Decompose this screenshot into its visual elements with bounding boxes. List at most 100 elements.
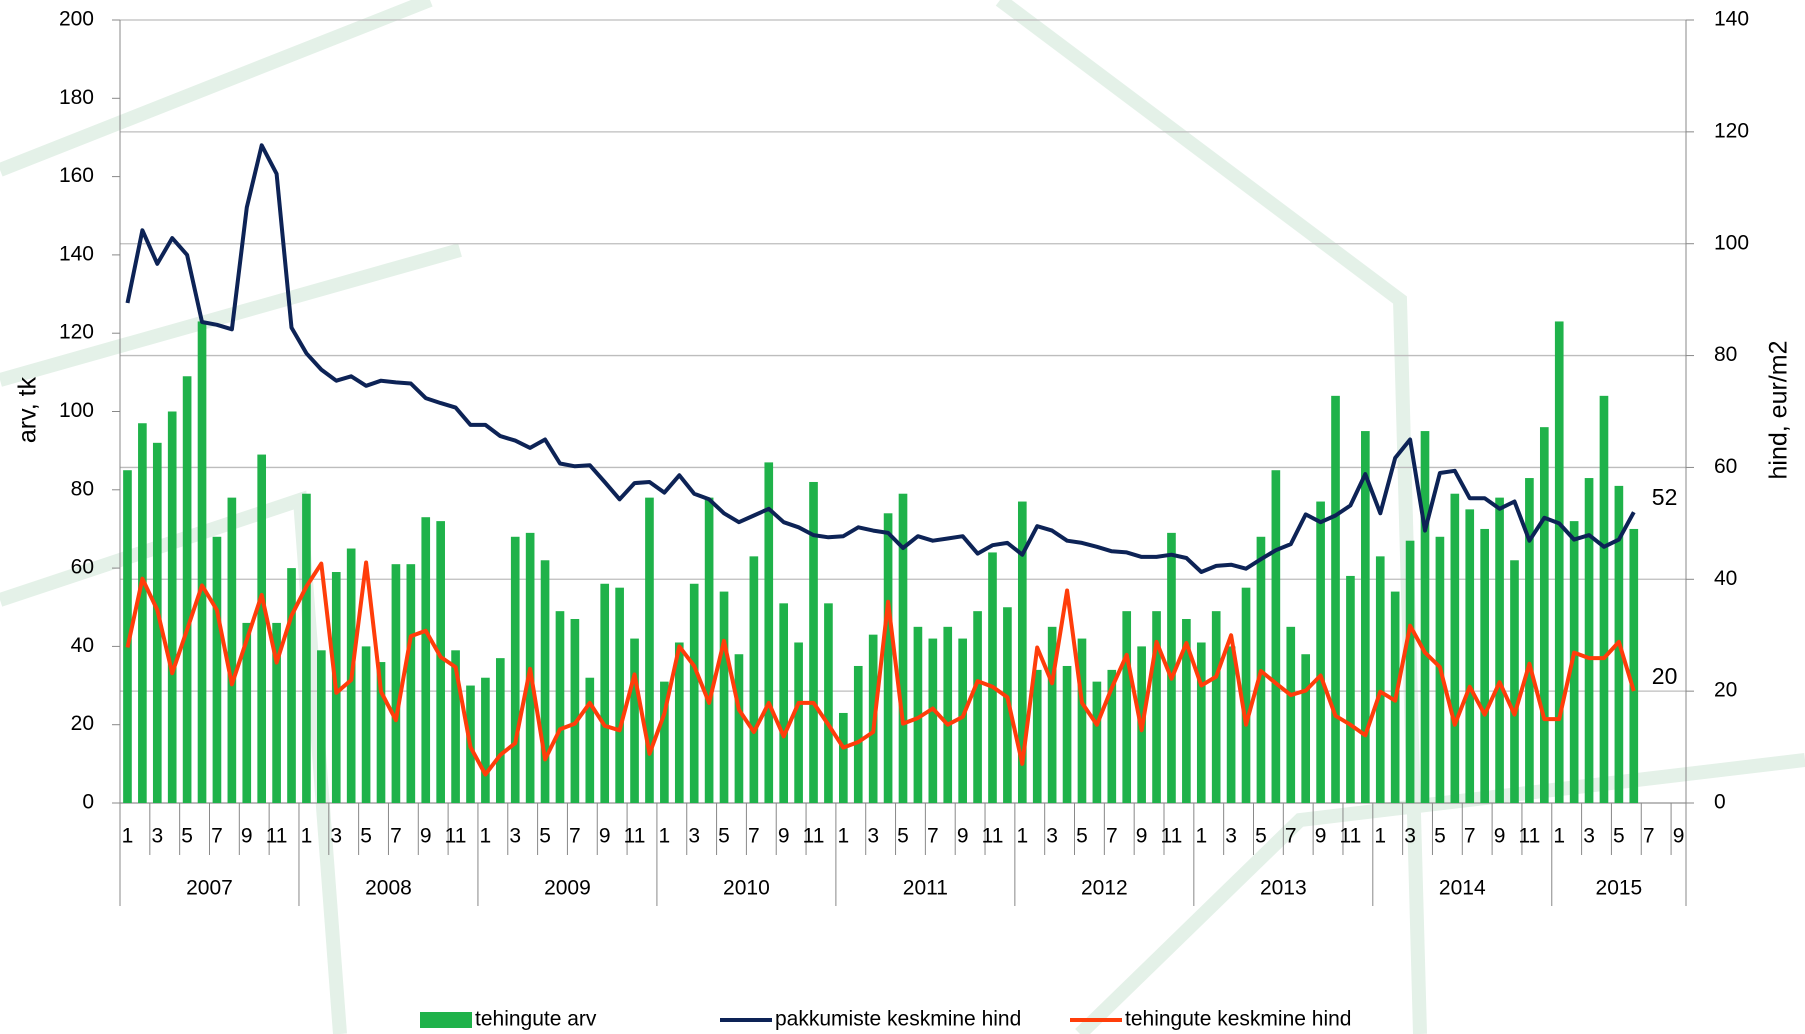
y2-tick-label: 100	[1714, 231, 1749, 254]
bar	[197, 321, 207, 803]
data-label: 20	[1652, 663, 1678, 689]
x-tick-label: 9	[420, 825, 432, 848]
bar	[719, 591, 729, 803]
y-tick-label: 0	[82, 791, 94, 814]
bar	[1182, 618, 1191, 803]
bar	[1599, 395, 1609, 803]
x-tick-label: 1	[1374, 825, 1386, 848]
bar	[1032, 669, 1042, 803]
year-label: 2015	[1596, 877, 1643, 900]
bar	[1301, 654, 1311, 803]
bar	[317, 650, 326, 803]
legend-swatch	[420, 1012, 472, 1028]
x-tick-label: 3	[1404, 825, 1416, 848]
bar	[615, 587, 624, 803]
x-tick-label: 1	[837, 825, 849, 848]
y-tick-label: 100	[59, 399, 94, 422]
bar	[1092, 681, 1102, 803]
x-tick-label: 9	[1494, 825, 1506, 848]
bar	[242, 622, 252, 803]
bar	[734, 654, 744, 803]
year-label: 2009	[544, 877, 591, 900]
bar	[1196, 642, 1206, 803]
y-axis-title: arv, tk	[14, 376, 42, 443]
y2-tick-label: 80	[1714, 343, 1737, 366]
bar	[167, 411, 177, 803]
y-tick-label: 60	[71, 556, 94, 579]
bar	[973, 611, 982, 803]
x-tick-label: 9	[599, 825, 611, 848]
bar	[809, 481, 818, 803]
x-tick-label: 1	[1195, 825, 1207, 848]
year-label: 2007	[186, 877, 233, 900]
bar	[302, 493, 311, 803]
bar	[1629, 528, 1639, 803]
bar	[749, 556, 759, 803]
y-tick-label: 40	[71, 634, 94, 657]
bar	[510, 536, 520, 803]
bar	[1525, 478, 1534, 803]
x-tick-label: 3	[1583, 825, 1595, 848]
x-tick-label: 9	[1673, 825, 1685, 848]
bar	[1375, 556, 1385, 803]
line	[125, 143, 1636, 574]
bar	[764, 462, 774, 803]
x-tick-label: 11	[803, 825, 825, 848]
bar	[421, 517, 431, 803]
x-tick-label: 3	[330, 825, 342, 848]
x-tick-label: 9	[957, 825, 969, 848]
bar	[451, 650, 460, 803]
year-label: 2008	[365, 877, 412, 900]
y2-axis-title: hind, eur/m2	[1765, 341, 1793, 480]
bar	[1450, 493, 1460, 803]
bar	[1316, 501, 1325, 803]
bar	[182, 376, 192, 803]
bar	[853, 665, 863, 803]
bar	[272, 622, 281, 803]
bar	[1584, 478, 1594, 803]
bar	[1077, 638, 1087, 803]
line	[125, 560, 1636, 777]
bar	[704, 497, 714, 803]
bar	[660, 681, 669, 803]
bar	[1062, 665, 1072, 803]
bar	[1107, 669, 1117, 803]
y2-tick-label: 40	[1714, 567, 1737, 590]
x-tick-label: 9	[241, 825, 253, 848]
bar	[495, 658, 505, 803]
y2-tick-label: 60	[1714, 455, 1737, 478]
x-tick-label: 11	[624, 825, 646, 848]
x-tick-label: 7	[1643, 825, 1655, 848]
x-tick-label: 9	[778, 825, 790, 848]
x-tick-label: 1	[301, 825, 313, 848]
x-tick-label: 5	[897, 825, 909, 848]
x-tick-label: 11	[1161, 825, 1183, 848]
bar	[1510, 560, 1519, 803]
bar	[1152, 611, 1161, 803]
bar	[1122, 611, 1132, 803]
bar	[674, 642, 684, 803]
x-tick-label: 11	[445, 825, 467, 848]
x-tick-label: 11	[266, 825, 288, 848]
y-tick-label: 20	[71, 712, 94, 735]
bar	[376, 662, 386, 803]
legend-label: tehingute arv	[475, 1008, 597, 1031]
x-tick-label: 7	[211, 825, 223, 848]
year-label: 2014	[1439, 877, 1486, 900]
x-tick-label: 7	[927, 825, 939, 848]
x-tick-label: 9	[1136, 825, 1148, 848]
bar	[481, 677, 490, 803]
year-label: 2012	[1081, 877, 1128, 900]
bar	[988, 552, 997, 803]
bar	[794, 642, 803, 803]
bar	[1465, 509, 1475, 803]
bar	[1569, 521, 1579, 803]
bar	[943, 626, 953, 803]
y-tick-label: 80	[71, 477, 94, 500]
bar	[928, 638, 938, 803]
y-tick-label: 160	[59, 164, 94, 187]
bar	[212, 536, 222, 803]
bar	[1495, 497, 1504, 803]
